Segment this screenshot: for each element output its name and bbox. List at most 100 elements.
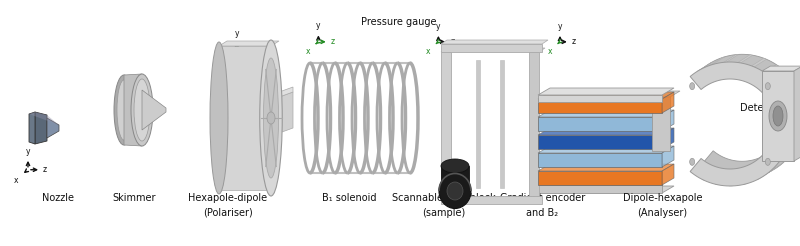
Ellipse shape	[690, 83, 694, 90]
Ellipse shape	[263, 58, 278, 178]
Polygon shape	[697, 62, 711, 72]
Polygon shape	[790, 98, 800, 108]
Bar	[538, 171, 662, 185]
Polygon shape	[538, 128, 674, 135]
Polygon shape	[762, 66, 800, 71]
Polygon shape	[29, 112, 35, 144]
Text: Skimmer: Skimmer	[113, 193, 156, 203]
Polygon shape	[271, 87, 293, 100]
Text: Hexapole-dipole: Hexapole-dipole	[189, 193, 267, 203]
Text: Nozzle: Nozzle	[42, 193, 74, 203]
Text: y: y	[234, 29, 239, 38]
Polygon shape	[652, 91, 680, 97]
Bar	[500, 60, 504, 188]
Polygon shape	[764, 65, 778, 74]
Text: y: y	[436, 22, 441, 31]
Polygon shape	[441, 40, 548, 44]
Bar	[441, 44, 542, 52]
Polygon shape	[142, 90, 166, 130]
Polygon shape	[769, 163, 783, 172]
Ellipse shape	[210, 42, 228, 194]
Ellipse shape	[441, 159, 469, 173]
Polygon shape	[662, 146, 674, 167]
Polygon shape	[529, 48, 545, 52]
Text: x: x	[14, 176, 18, 185]
Ellipse shape	[769, 101, 787, 131]
Bar	[441, 196, 542, 204]
Bar	[476, 60, 480, 188]
Polygon shape	[538, 92, 674, 99]
Text: Pressure gauge: Pressure gauge	[361, 17, 436, 27]
Text: x: x	[306, 47, 310, 56]
Ellipse shape	[117, 80, 131, 140]
Text: z: z	[43, 165, 47, 174]
Polygon shape	[35, 112, 47, 144]
Bar	[538, 153, 662, 167]
Polygon shape	[702, 172, 717, 181]
Ellipse shape	[439, 173, 471, 209]
Bar	[652, 96, 670, 151]
Bar	[441, 52, 451, 196]
Polygon shape	[690, 62, 792, 186]
Polygon shape	[29, 112, 59, 125]
Polygon shape	[538, 164, 674, 171]
Bar	[529, 52, 539, 196]
Text: x: x	[426, 47, 430, 56]
Polygon shape	[271, 92, 293, 136]
Polygon shape	[783, 85, 797, 95]
Polygon shape	[724, 54, 738, 62]
Polygon shape	[792, 112, 800, 123]
Text: z: z	[330, 37, 335, 46]
Polygon shape	[662, 128, 674, 149]
Text: z: z	[572, 37, 576, 46]
Ellipse shape	[134, 79, 150, 141]
Polygon shape	[702, 54, 800, 178]
Text: Detector: Detector	[740, 103, 783, 113]
Ellipse shape	[447, 182, 463, 200]
Polygon shape	[538, 185, 662, 193]
Bar	[538, 99, 662, 113]
Polygon shape	[662, 110, 674, 131]
Bar	[538, 117, 662, 131]
Polygon shape	[538, 110, 674, 117]
Ellipse shape	[690, 158, 694, 165]
Polygon shape	[794, 66, 800, 161]
Text: x: x	[224, 54, 229, 63]
Polygon shape	[662, 92, 674, 113]
Polygon shape	[752, 58, 766, 67]
Polygon shape	[219, 46, 271, 190]
Bar	[538, 135, 662, 149]
Text: Gradient encoder: Gradient encoder	[500, 193, 585, 203]
Polygon shape	[730, 178, 744, 186]
Polygon shape	[538, 186, 674, 193]
Ellipse shape	[773, 106, 783, 126]
Ellipse shape	[267, 112, 275, 124]
Text: (Analyser): (Analyser)	[638, 208, 687, 218]
Polygon shape	[219, 41, 279, 46]
Ellipse shape	[260, 40, 282, 196]
Polygon shape	[786, 140, 799, 150]
Text: x: x	[548, 47, 552, 56]
Polygon shape	[538, 146, 674, 153]
Polygon shape	[662, 164, 674, 185]
Polygon shape	[47, 118, 59, 138]
Ellipse shape	[766, 158, 770, 165]
Polygon shape	[779, 152, 793, 162]
Text: z: z	[450, 37, 454, 46]
Polygon shape	[441, 48, 457, 52]
Text: Dipole-hexapole: Dipole-hexapole	[622, 193, 702, 203]
Polygon shape	[690, 164, 705, 173]
Polygon shape	[775, 74, 789, 84]
Polygon shape	[743, 176, 758, 184]
Text: (sample): (sample)	[422, 208, 466, 218]
Polygon shape	[790, 126, 800, 137]
Ellipse shape	[766, 83, 770, 90]
Polygon shape	[757, 171, 771, 180]
Text: y: y	[26, 147, 30, 156]
Polygon shape	[538, 88, 674, 95]
Bar	[762, 71, 794, 161]
Polygon shape	[710, 57, 725, 65]
Polygon shape	[124, 74, 142, 146]
Text: y: y	[558, 22, 562, 31]
Ellipse shape	[114, 75, 134, 145]
